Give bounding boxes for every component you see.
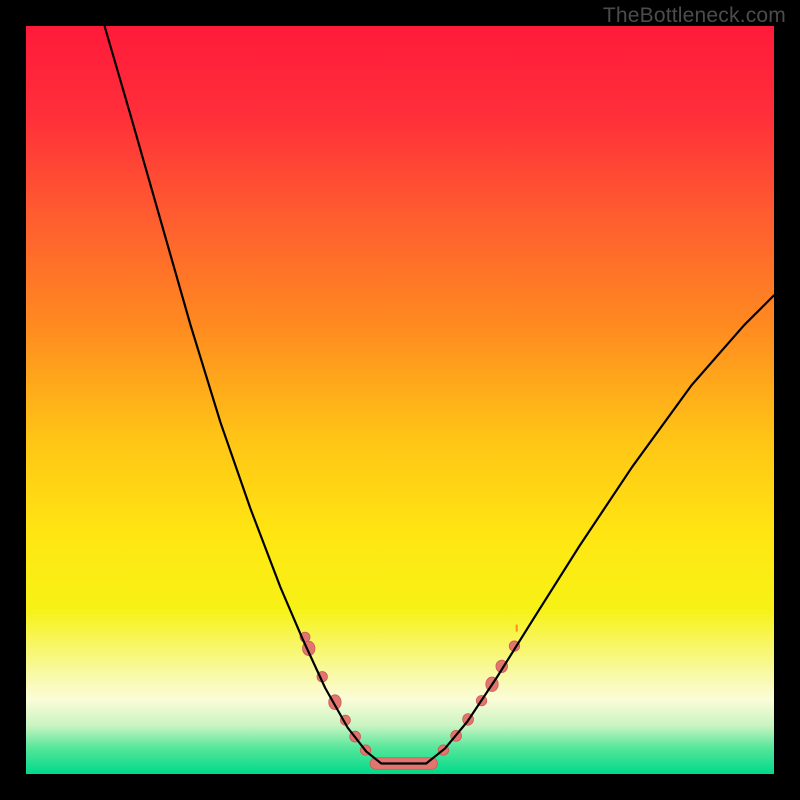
extra-marks <box>516 625 518 632</box>
watermark-text: TheBottleneck.com <box>603 4 786 28</box>
stray-tick <box>516 625 518 632</box>
bottleneck-chart <box>0 0 800 800</box>
